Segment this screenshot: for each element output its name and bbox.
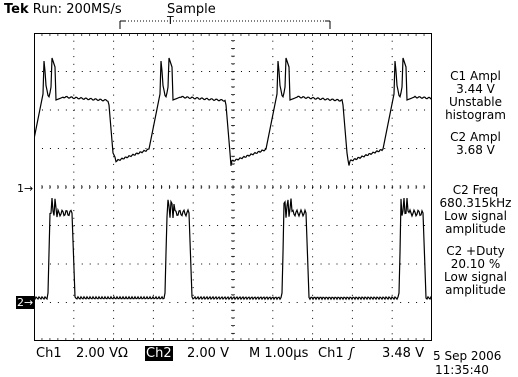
- meas-label: C2 Freq: [452, 183, 499, 197]
- meas-label: C2 Ampl: [450, 130, 501, 144]
- ch2-label: Ch2: [145, 346, 173, 361]
- record-bracket: [119, 20, 331, 29]
- ch1-waveform: [34, 57, 432, 166]
- meas-note: Unstable: [448, 95, 503, 109]
- trigger-level: 3.48 V: [382, 346, 424, 361]
- ch2-ground-marker-icon: 2→: [16, 296, 35, 309]
- measurement-c2-duty: C2 +Duty 20.10 % Low signal amplitude: [433, 245, 518, 297]
- trigger-source: Ch1: [318, 346, 344, 361]
- acquisition-status: Tek Run: 200MS/s: [4, 2, 122, 17]
- meas-value: 20.10 %: [450, 257, 501, 271]
- trigger-slope-icon: ʃ: [349, 346, 354, 361]
- timestamp: 5 Sep 2006 11:35:40: [433, 349, 501, 377]
- ch1-label: Ch1: [36, 346, 62, 361]
- grid-center-axes: [34, 33, 432, 341]
- ch1-ground-marker-icon: 1→: [17, 182, 34, 195]
- meas-note: Low signal: [444, 209, 507, 223]
- meas-label: C2 +Duty: [446, 244, 505, 258]
- meas-note: histogram: [445, 108, 506, 122]
- meas-label: C1 Ampl: [450, 69, 501, 83]
- grid-dots: [34, 33, 426, 335]
- measurement-c2-ampl: C2 Ampl 3.68 V: [433, 131, 518, 157]
- meas-note: Low signal: [444, 270, 507, 284]
- meas-value: 3.68 V: [456, 143, 495, 157]
- run-status: Run: 200MS/s: [32, 2, 122, 17]
- time-label: 11:35:40: [435, 363, 489, 377]
- trigger-position-marker-icon: T: [167, 14, 174, 27]
- brand-label: Tek: [4, 2, 29, 17]
- meas-note: amplitude: [445, 222, 506, 236]
- date-label: 5 Sep 2006: [433, 349, 502, 363]
- ch1-scale: 2.00 VΩ: [76, 346, 128, 361]
- meas-note: amplitude: [445, 283, 506, 297]
- ch2-waveform: [34, 198, 432, 301]
- meas-value: 3.44 V: [456, 82, 495, 96]
- measurement-c2-freq: C2 Freq 680.315kHz Low signal amplitude: [433, 184, 518, 236]
- timebase: M 1.00µs: [249, 346, 309, 361]
- status-bar: Tek Run: 200MS/s Sample T: [0, 0, 518, 32]
- acquisition-mode: Sample: [167, 2, 216, 17]
- measurement-c1-ampl: C1 Ampl 3.44 V Unstable histogram: [433, 70, 518, 122]
- graticule: [34, 33, 432, 341]
- meas-value: 680.315kHz: [439, 196, 512, 210]
- ch2-scale: 2.00 V: [187, 346, 229, 361]
